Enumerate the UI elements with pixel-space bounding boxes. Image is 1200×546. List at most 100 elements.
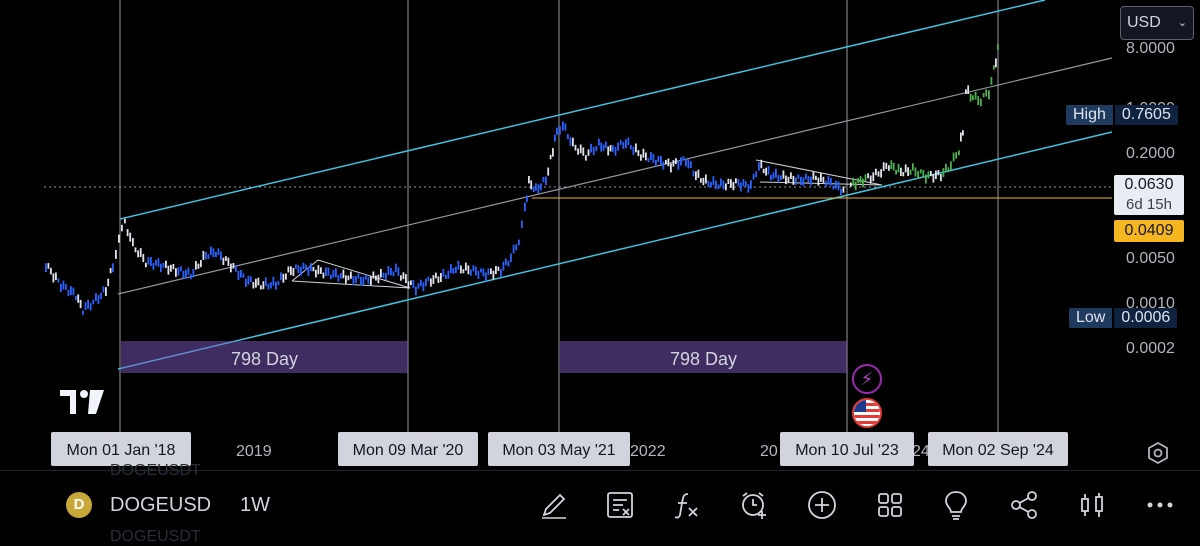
price-label-0010: 0.0010 bbox=[1126, 295, 1175, 312]
candle bbox=[352, 276, 355, 285]
candle bbox=[480, 268, 482, 273]
layouts-grid-icon[interactable] bbox=[874, 489, 906, 521]
ideas-bulb-icon[interactable] bbox=[940, 489, 972, 521]
candle bbox=[993, 65, 995, 70]
candle bbox=[697, 169, 700, 178]
candle bbox=[940, 174, 942, 182]
interval-select[interactable]: 1W bbox=[240, 494, 270, 516]
settings-icon[interactable] bbox=[1146, 441, 1170, 465]
add-plus-icon[interactable] bbox=[806, 489, 838, 521]
candle bbox=[750, 180, 752, 189]
price-chart[interactable] bbox=[0, 0, 1200, 470]
alert-add-icon[interactable] bbox=[738, 489, 770, 521]
indicators-fx-icon[interactable] bbox=[670, 489, 702, 521]
high-label: High bbox=[1066, 105, 1113, 125]
currency-select[interactable]: USD ⌄ bbox=[1120, 6, 1194, 40]
candle bbox=[427, 276, 430, 281]
us-flag-icon[interactable] bbox=[852, 398, 882, 428]
candle bbox=[350, 271, 352, 279]
candle bbox=[837, 181, 840, 191]
tradingview-logo bbox=[60, 390, 104, 414]
object-tree-icon[interactable] bbox=[604, 489, 636, 521]
candle bbox=[72, 287, 75, 296]
candle bbox=[930, 171, 932, 177]
candle bbox=[880, 169, 882, 178]
candle bbox=[422, 282, 425, 292]
candle bbox=[567, 134, 569, 140]
candle bbox=[745, 181, 747, 187]
candle bbox=[682, 156, 685, 161]
candle bbox=[787, 176, 790, 183]
dogecoin-icon[interactable]: D bbox=[66, 492, 92, 518]
candle bbox=[650, 152, 652, 160]
candle bbox=[720, 178, 722, 186]
candle bbox=[47, 263, 50, 269]
candle bbox=[177, 267, 180, 276]
draw-pencil-icon[interactable] bbox=[538, 489, 570, 521]
candle bbox=[500, 269, 502, 277]
candle bbox=[180, 266, 182, 272]
chart-area[interactable]: USD ⌄ 8.0000 1.0000 0.2000 0.0050 0.0010… bbox=[0, 0, 1200, 470]
date-range-2[interactable]: 798 Day bbox=[560, 341, 847, 373]
candle bbox=[532, 186, 535, 193]
candle bbox=[967, 85, 970, 94]
candle bbox=[888, 165, 890, 171]
candle bbox=[312, 266, 315, 272]
candle bbox=[727, 178, 730, 184]
candle bbox=[652, 153, 655, 163]
more-dots-icon[interactable] bbox=[1144, 489, 1176, 521]
candle bbox=[440, 273, 442, 282]
low-value: 0.0006 bbox=[1114, 308, 1178, 328]
candle bbox=[407, 281, 410, 289]
candle bbox=[142, 254, 145, 263]
candle bbox=[462, 269, 465, 274]
price-label-02: 0.2000 bbox=[1126, 145, 1175, 162]
candle bbox=[347, 275, 350, 281]
date-range-1[interactable]: 798 Day bbox=[121, 341, 408, 373]
candle bbox=[530, 180, 533, 190]
share-icon[interactable] bbox=[1008, 489, 1040, 521]
candle bbox=[590, 143, 592, 153]
candle bbox=[572, 137, 574, 147]
candle bbox=[592, 146, 595, 156]
chart-type-candle-icon[interactable] bbox=[1076, 489, 1108, 521]
candle bbox=[365, 274, 367, 280]
candle bbox=[465, 262, 467, 271]
candle bbox=[890, 160, 893, 170]
candle bbox=[139, 248, 142, 257]
candle bbox=[977, 96, 980, 106]
candle bbox=[680, 157, 682, 166]
candle bbox=[790, 172, 792, 179]
candle bbox=[402, 272, 405, 280]
price-label-8: 8.0000 bbox=[1126, 40, 1175, 57]
candle bbox=[126, 229, 129, 237]
candle bbox=[102, 286, 105, 293]
candle bbox=[232, 263, 235, 269]
symbol-name[interactable]: DOGEUSD bbox=[110, 494, 212, 516]
candle bbox=[832, 185, 835, 190]
candle bbox=[515, 244, 518, 251]
candle bbox=[275, 281, 277, 290]
candle bbox=[187, 267, 190, 275]
candle bbox=[725, 183, 727, 191]
candle bbox=[528, 176, 530, 184]
candle bbox=[612, 145, 614, 152]
candle bbox=[97, 295, 100, 304]
candle bbox=[942, 168, 945, 178]
candle bbox=[370, 276, 372, 286]
price-label-0050: 0.0050 bbox=[1126, 250, 1175, 267]
candle bbox=[545, 176, 547, 186]
candle bbox=[562, 121, 564, 131]
candle bbox=[162, 262, 165, 268]
candle bbox=[397, 267, 400, 276]
candle bbox=[307, 267, 310, 276]
candle bbox=[919, 169, 922, 174]
candle bbox=[605, 141, 607, 149]
lightning-icon[interactable]: ⚡ bbox=[852, 364, 882, 394]
candle bbox=[320, 267, 322, 274]
candle bbox=[922, 169, 925, 178]
candle bbox=[505, 258, 507, 266]
candle bbox=[702, 177, 705, 186]
candle bbox=[167, 265, 170, 275]
candle bbox=[882, 162, 885, 171]
